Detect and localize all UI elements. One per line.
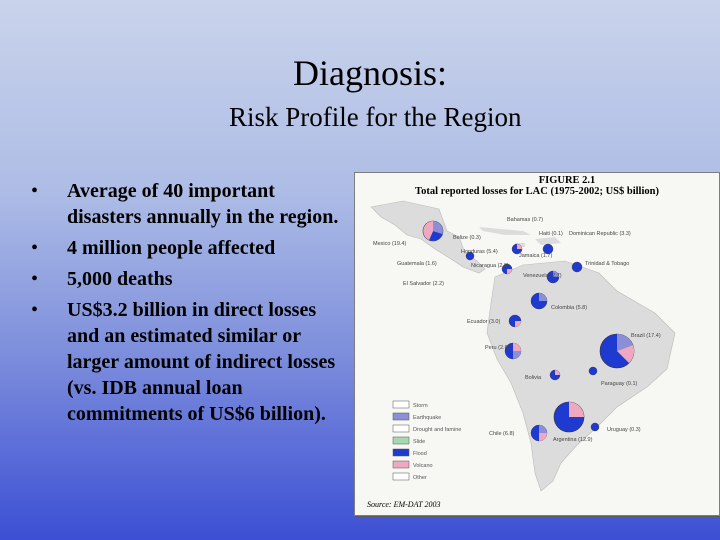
bullet-text: 4 million people affected	[67, 237, 276, 259]
source-label: Source:	[367, 500, 392, 509]
pie-small-3	[542, 243, 554, 255]
bullet-item: • 4 million people affected	[28, 235, 348, 261]
pie-small-2	[511, 243, 523, 255]
pie-paraguay	[588, 366, 598, 376]
label-mexico: Mexico (19.4)	[373, 241, 406, 247]
label-honduras: Honduras (5.4)	[461, 249, 498, 255]
label-chile: Chile (6.8)	[489, 431, 515, 437]
label-belize: Belize (0.3)	[453, 235, 481, 241]
map-figure: FIGURE 2.1 Total reported losses for LAC…	[354, 172, 720, 516]
legend-item: Other	[413, 475, 427, 481]
bullet-text: 5,000 deaths	[67, 268, 173, 290]
label-nicaragua: Nicaragua (2.9)	[471, 263, 509, 269]
label-argentina: Argentina (12.9)	[553, 437, 593, 443]
bullet-dot: •	[31, 299, 39, 321]
label-el-salvador: El Salvador (2.2)	[403, 281, 444, 287]
label-bahamas: Bahamas (0.7)	[507, 217, 543, 223]
hispaniola-landmass	[535, 237, 561, 245]
bullet-item: • 5,000 deaths	[28, 266, 348, 292]
cuba-landmass	[479, 227, 531, 235]
label-dominican-republic: Dominican Republic (3.3)	[569, 231, 631, 237]
bullet-dot: •	[31, 268, 39, 290]
legend-item: Flood	[413, 451, 427, 457]
latin-america-map: Mexico (19.4) Bahamas (0.7) Belize (0.3)…	[370, 200, 676, 492]
pie-mexico	[422, 220, 444, 242]
label-venezuela: Venezuela (2.7)	[523, 273, 562, 279]
legend-item: Storm	[413, 403, 428, 409]
pie-small-5	[546, 270, 560, 284]
legend-item: Drought and famine	[413, 427, 461, 433]
label-uruguay: Uruguay (0.3)	[607, 427, 641, 433]
map-legend: Storm Earthquake Drought and famine Slid…	[392, 400, 461, 481]
figure-label: FIGURE 2.1	[538, 175, 596, 186]
figure-heading: FIGURE 2.1 Total reported losses for LAC…	[355, 175, 719, 197]
slide-title: Diagnosis:	[292, 53, 447, 93]
figure-caption: Total reported losses for LAC (1975-2002…	[415, 186, 659, 197]
label-paraguay: Paraguay (0.1)	[601, 381, 638, 387]
label-brazil: Brazil (17.4)	[631, 333, 661, 339]
label-bolivia: Bolivia	[525, 375, 542, 381]
legend-item: Earthquake	[413, 415, 441, 421]
pie-bolivia	[549, 369, 561, 381]
source-value: EM-DAT 2003	[393, 500, 441, 509]
bullet-list: • Average of 40 important disasters annua…	[28, 178, 348, 432]
pie-uruguay	[590, 422, 600, 432]
bullet-text: Average of 40 important disasters annual…	[67, 180, 339, 228]
bullet-item: • Average of 40 important disasters annua…	[28, 178, 348, 230]
legend-item: Volcano	[413, 463, 433, 469]
pie-peru	[504, 342, 522, 360]
pie-brazil	[599, 333, 635, 369]
bullet-dot: •	[31, 237, 39, 259]
label-colombia: Colombia (5.8)	[551, 305, 587, 311]
pie-small-4	[501, 263, 513, 275]
label-ecuador: Ecuador (3.0)	[467, 319, 500, 325]
pie-small-6	[571, 261, 583, 273]
label-jamaica: Jamaica (1.7)	[519, 253, 552, 259]
pie-argentina	[553, 401, 585, 433]
bullet-dot: •	[31, 180, 39, 202]
pie-ecuador	[508, 314, 522, 328]
label-peru: Peru (2.6)	[485, 345, 510, 351]
label-trinidad: Trinidad & Tobago	[585, 261, 629, 267]
figure-source: Source: EM-DAT 2003	[367, 500, 440, 509]
label-guatemala: Guatemala (1.6)	[397, 261, 437, 267]
bullet-item: • US$3.2 billion in direct losses and an …	[28, 297, 348, 427]
slide-subtitle: Risk Profile for the Region	[229, 102, 522, 132]
label-haiti: Haiti (0.1)	[539, 231, 563, 237]
pie-chile	[530, 424, 548, 442]
south-america-landmass	[486, 260, 676, 492]
pie-small-1	[465, 251, 475, 261]
pie-colombia	[530, 292, 548, 310]
legend-item: Slide	[413, 439, 425, 445]
bullet-text: US$3.2 billion in direct losses and an e…	[67, 299, 336, 425]
